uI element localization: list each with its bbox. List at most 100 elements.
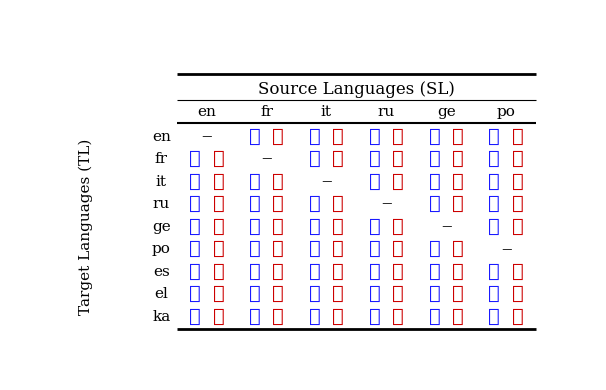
Text: ✗: ✗ [452,285,464,303]
Text: ✓: ✓ [249,240,261,258]
Text: ✗: ✗ [273,308,284,326]
Text: ✓: ✓ [273,128,284,145]
Text: ✗: ✗ [332,150,344,168]
Text: ✗: ✗ [189,308,201,326]
Text: ✓: ✓ [189,262,201,281]
Text: it: it [321,105,332,119]
Text: es: es [153,265,170,278]
Text: ✓: ✓ [249,218,261,236]
Text: ✗: ✗ [273,172,284,191]
Text: ‒: ‒ [441,218,451,235]
Text: ✓: ✓ [189,285,201,303]
Text: ✓: ✓ [213,195,224,213]
Text: ✗: ✗ [368,240,381,258]
Text: ✗: ✗ [213,285,224,303]
Text: ge: ge [152,220,171,234]
Text: ✓: ✓ [332,128,344,145]
Text: ✓: ✓ [488,128,500,145]
Text: ✓: ✓ [213,218,224,236]
Text: ✗: ✗ [332,308,344,326]
Text: ✓: ✓ [332,262,344,281]
Text: ✗: ✗ [309,240,321,258]
Text: en: en [152,129,171,144]
Text: ✓: ✓ [189,172,201,191]
Text: ✓: ✓ [249,285,261,303]
Text: ✓: ✓ [452,128,464,145]
Text: ru: ru [153,197,170,211]
Text: ✓: ✓ [428,172,441,191]
Text: ✗: ✗ [368,308,381,326]
Text: ✗: ✗ [309,308,321,326]
Text: ✓: ✓ [392,128,404,145]
Text: ✓: ✓ [273,240,284,258]
Text: ✓: ✓ [189,218,201,236]
Text: ✓: ✓ [452,172,464,191]
Text: ✓: ✓ [428,285,441,303]
Text: ✗: ✗ [309,195,321,213]
Text: ✗: ✗ [189,240,201,258]
Text: fr: fr [155,152,168,166]
Text: it: it [156,175,167,188]
Text: ✗: ✗ [512,262,524,281]
Text: ✗: ✗ [213,240,224,258]
Text: ✗: ✗ [332,195,344,213]
Text: ✓: ✓ [213,150,224,168]
Text: ✓: ✓ [213,172,224,191]
Text: ✗: ✗ [332,240,344,258]
Text: ‒: ‒ [201,128,212,145]
Text: ✓: ✓ [189,150,201,168]
Text: ✗: ✗ [309,285,321,303]
Text: ✓: ✓ [273,262,284,281]
Text: ✓: ✓ [368,150,381,168]
Text: ✗: ✗ [392,172,404,191]
Text: ✓: ✓ [488,150,500,168]
Text: ✗: ✗ [488,308,500,326]
Text: ✗: ✗ [249,308,261,326]
Text: ✓: ✓ [452,150,464,168]
Text: ✓: ✓ [428,150,441,168]
Text: ✗: ✗ [368,172,381,191]
Text: ✗: ✗ [392,218,404,236]
Text: ✓: ✓ [488,218,500,236]
Text: ✗: ✗ [332,285,344,303]
Text: Source Languages (SL): Source Languages (SL) [258,81,455,98]
Text: ✗: ✗ [488,172,500,191]
Text: ✓: ✓ [428,262,441,281]
Text: ✗: ✗ [428,308,441,326]
Text: ✓: ✓ [428,240,441,258]
Text: ✗: ✗ [249,172,261,191]
Text: ✗: ✗ [452,195,464,213]
Text: Target Languages (TL): Target Languages (TL) [79,138,93,315]
Text: ✓: ✓ [452,240,464,258]
Text: ✗: ✗ [368,285,381,303]
Text: ge: ge [437,105,456,119]
Text: ✓: ✓ [249,195,261,213]
Text: ✗: ✗ [512,172,524,191]
Text: ✗: ✗ [392,240,404,258]
Text: el: el [155,287,168,301]
Text: ✓: ✓ [428,128,441,145]
Text: ‒: ‒ [381,195,391,213]
Text: ✗: ✗ [368,218,381,236]
Text: ka: ka [152,310,170,324]
Text: ✓: ✓ [392,262,404,281]
Text: ✗: ✗ [428,195,441,213]
Text: ✓: ✓ [452,262,464,281]
Text: en: en [197,105,216,119]
Text: ✓: ✓ [273,195,284,213]
Text: ✓: ✓ [368,128,381,145]
Text: ✗: ✗ [488,285,500,303]
Text: ru: ru [378,105,395,119]
Text: ✓: ✓ [189,195,201,213]
Text: ✗: ✗ [392,308,404,326]
Text: ✓: ✓ [309,150,321,168]
Text: ✓: ✓ [249,262,261,281]
Text: ‒: ‒ [501,241,511,258]
Text: ✗: ✗ [488,195,500,213]
Text: ✓: ✓ [512,218,524,236]
Text: fr: fr [260,105,273,119]
Text: ✓: ✓ [368,262,381,281]
Text: ‒: ‒ [321,173,331,190]
Text: ✓: ✓ [309,262,321,281]
Text: po: po [152,242,171,256]
